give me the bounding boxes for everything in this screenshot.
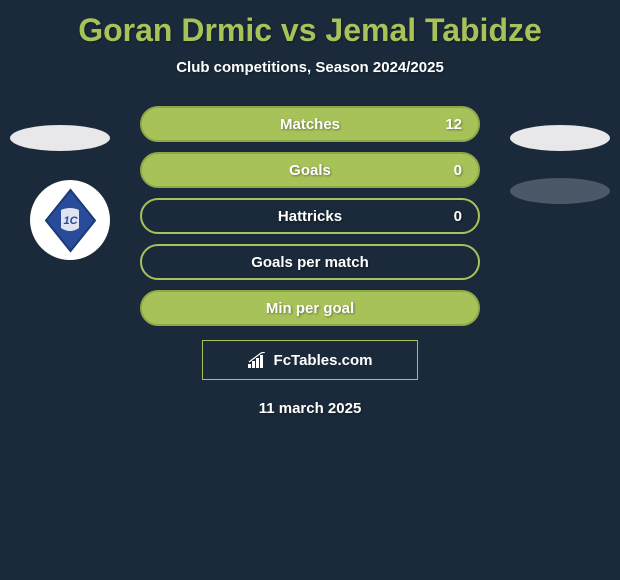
club-badge-icon: 1C <box>43 188 98 253</box>
stat-label: Goals per match <box>251 254 369 271</box>
left-team-ellipse <box>10 125 110 151</box>
fctables-logo-icon <box>248 352 268 368</box>
stat-label: Goals <box>289 162 331 179</box>
club-badge: 1C <box>30 180 110 260</box>
stat-value: 12 <box>445 116 462 133</box>
svg-text:1C: 1C <box>63 215 78 227</box>
stats-container: Matches 12 Goals 0 Hattricks 0 Goals per… <box>140 106 480 326</box>
page-title: Goran Drmic vs Jemal Tabidze <box>0 0 620 49</box>
stat-label: Matches <box>280 116 340 133</box>
stat-row-goals-per-match: Goals per match <box>140 244 480 280</box>
subtitle: Club competitions, Season 2024/2025 <box>0 59 620 76</box>
stat-row-min-per-goal: Min per goal <box>140 290 480 326</box>
stat-value: 0 <box>454 208 462 225</box>
stat-label: Hattricks <box>278 208 342 225</box>
stat-value: 0 <box>454 162 462 179</box>
footer-text: FcTables.com <box>274 352 373 369</box>
stat-row-matches: Matches 12 <box>140 106 480 142</box>
date-label: 11 march 2025 <box>0 400 620 417</box>
stat-row-goals: Goals 0 <box>140 152 480 188</box>
stat-label: Min per goal <box>266 300 354 317</box>
stat-row-hattricks: Hattricks 0 <box>140 198 480 234</box>
footer-attribution: FcTables.com <box>202 340 418 380</box>
right-shadow-ellipse <box>510 178 610 204</box>
right-team-ellipse <box>510 125 610 151</box>
